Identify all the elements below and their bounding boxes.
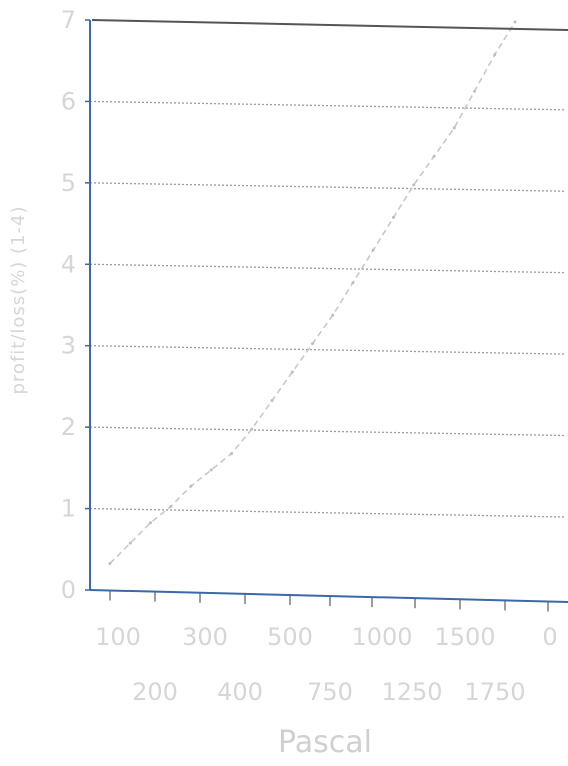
grid-lines [89, 100, 566, 518]
series-point [169, 505, 173, 508]
x-tick-label-lower: 1250 [381, 678, 442, 706]
y-axis-label: profit/loss(%) (1-4) [8, 206, 29, 395]
series-point [331, 313, 335, 317]
series-point [351, 281, 355, 285]
x-tick-label-lower: 750 [307, 678, 353, 706]
y-axis-ticks: 0 1 2 3 4 5 6 7 [61, 6, 90, 604]
series-point [371, 248, 375, 252]
series-layer [108, 20, 517, 565]
x-axis-ticks: 100 300 500 1000 1500 0 200 400 750 1250 1750 [95, 590, 558, 706]
series-point [432, 154, 436, 158]
x-tick-label-lower: 400 [217, 678, 263, 706]
series-point [209, 468, 213, 472]
y-tick-label: 0 [61, 576, 76, 604]
x-axis-label: Pascal [278, 725, 372, 760]
x-tick-label-upper: 1000 [351, 623, 412, 651]
series-point [230, 452, 233, 456]
x-tick-label-upper: 500 [267, 623, 313, 651]
grid-line [89, 507, 566, 518]
y-tick-label: 4 [61, 250, 76, 278]
x-tick-label-lower: 1750 [464, 678, 525, 706]
series-point [108, 562, 112, 565]
x-tick-label-upper: 300 [182, 623, 228, 651]
y-tick-label: 7 [61, 6, 76, 34]
series-point [290, 370, 294, 374]
x-axis-line [89, 589, 568, 603]
y-tick-label: 5 [61, 169, 76, 197]
series-point [311, 342, 314, 346]
series-point [493, 53, 497, 57]
series-point [412, 183, 416, 187]
y-tick-label: 6 [61, 87, 76, 115]
x-tick-label-upper: 1500 [434, 623, 495, 651]
x-tick-label-upper: 0 [542, 623, 557, 651]
series-point [149, 521, 152, 525]
x-tick-label-upper: 100 [95, 623, 141, 651]
series-point [270, 399, 274, 403]
grid-line [89, 426, 566, 437]
y-tick-label: 1 [61, 495, 76, 523]
series-point [452, 126, 456, 130]
series-point [189, 484, 193, 488]
series-point [513, 20, 517, 24]
series-point [473, 89, 476, 93]
series-point [128, 541, 132, 545]
series-point [250, 427, 254, 431]
grid-line [89, 345, 566, 355]
x-tick-label-lower: 200 [132, 678, 178, 706]
grid-line [89, 100, 566, 111]
series-point [392, 215, 395, 219]
grid-line [89, 182, 566, 192]
top-border [91, 19, 568, 31]
y-tick-label: 2 [61, 413, 76, 441]
grid-line [89, 263, 566, 274]
y-tick-label: 3 [61, 332, 76, 360]
